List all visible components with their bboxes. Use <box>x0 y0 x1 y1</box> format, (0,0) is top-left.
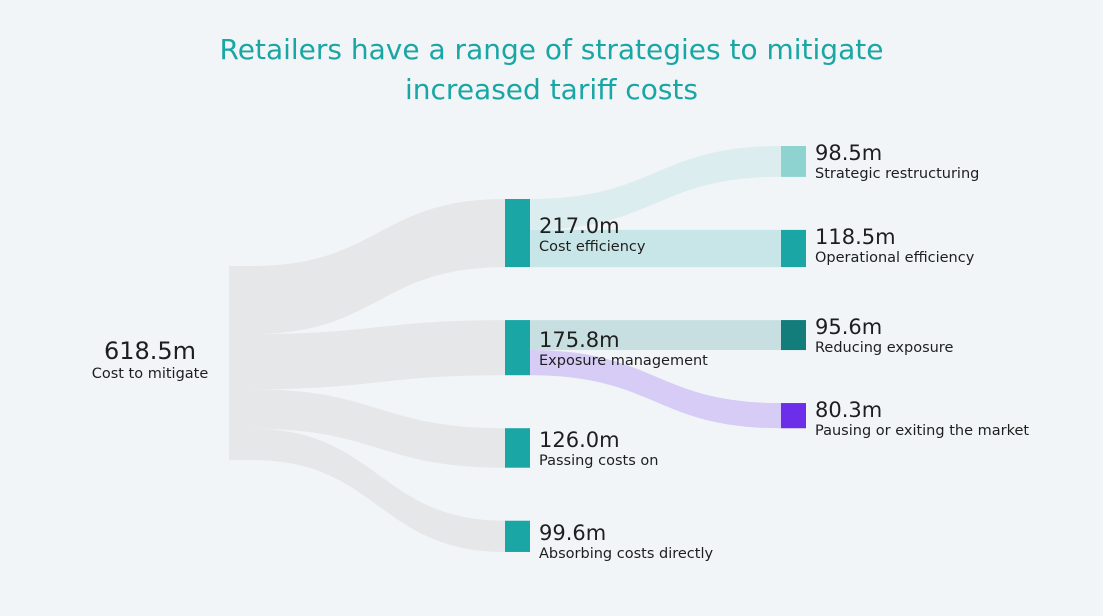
link-root-to-cost_eff <box>252 199 505 335</box>
node-reducing <box>781 320 806 351</box>
link-exposure-to-pausing <box>530 350 781 429</box>
link-root-to-absorbing <box>252 428 505 552</box>
value-label-operational: 118.5m <box>815 224 896 249</box>
chart-title-line-1: Retailers have a range of strategies to … <box>219 33 884 66</box>
label-root: 618.5m Cost to mitigate <box>80 337 220 383</box>
label-strategic: 98.5m Strategic restructuring <box>815 141 979 183</box>
label-pausing: 80.3m Pausing or exiting the market <box>815 398 1029 440</box>
value-label-passing: 126.0m <box>539 428 620 453</box>
sankey-links <box>252 146 781 552</box>
link-root-to-exposure <box>252 320 505 390</box>
value-label-pausing: 80.3m <box>815 398 883 423</box>
name-label-exposure: Exposure management <box>539 353 708 370</box>
node-passing <box>505 428 530 468</box>
node-operational <box>781 229 806 268</box>
link-cost_eff-to-operational <box>530 229 781 268</box>
name-label-reducing: Reducing exposure <box>815 340 954 357</box>
label-passing: 126.0m Passing costs on <box>539 428 658 470</box>
node-strategic <box>781 146 806 177</box>
node-exposure <box>505 320 530 376</box>
node-absorbing <box>505 520 530 552</box>
value-label-reducing: 95.6m <box>815 315 883 340</box>
name-label-strategic: Strategic restructuring <box>815 166 980 182</box>
name-label-pausing: Pausing or exiting the market <box>815 423 1030 440</box>
node-cost_eff <box>505 199 530 268</box>
name-label-passing: Passing costs on <box>539 453 659 470</box>
node-root <box>229 266 252 460</box>
value-label-absorbing: 99.6m <box>539 520 607 545</box>
chart-title: Retailers have a range of strategies to … <box>0 30 1103 110</box>
name-label-operational: Operational efficiency <box>815 249 975 266</box>
chart-title-line-2: increased tariff costs <box>405 73 698 106</box>
name-label-absorbing: Absorbing costs directly <box>539 545 714 562</box>
label-reducing: 95.6m Reducing exposure <box>815 315 953 357</box>
sankey-nodes <box>229 146 806 552</box>
link-exposure-to-reducing <box>530 320 781 351</box>
value-label-strategic: 98.5m <box>815 141 883 165</box>
name-label-root: Cost to mitigate <box>91 366 209 382</box>
label-exposure: 175.8m Exposure management <box>539 328 708 370</box>
name-label-cost_eff: Cost efficiency <box>539 239 646 255</box>
label-cost_eff: 217.0m Cost efficiency <box>539 214 645 256</box>
label-operational: 118.5m Operational efficiency <box>815 225 974 267</box>
value-label-root: 618.5m <box>103 337 197 365</box>
link-cost_eff-to-strategic <box>530 146 781 230</box>
value-label-exposure: 175.8m <box>539 328 620 353</box>
value-label-cost_eff: 217.0m <box>539 214 620 238</box>
link-root-to-passing <box>252 389 505 468</box>
node-pausing <box>781 403 806 429</box>
label-absorbing: 99.6m Absorbing costs directly <box>539 521 713 563</box>
